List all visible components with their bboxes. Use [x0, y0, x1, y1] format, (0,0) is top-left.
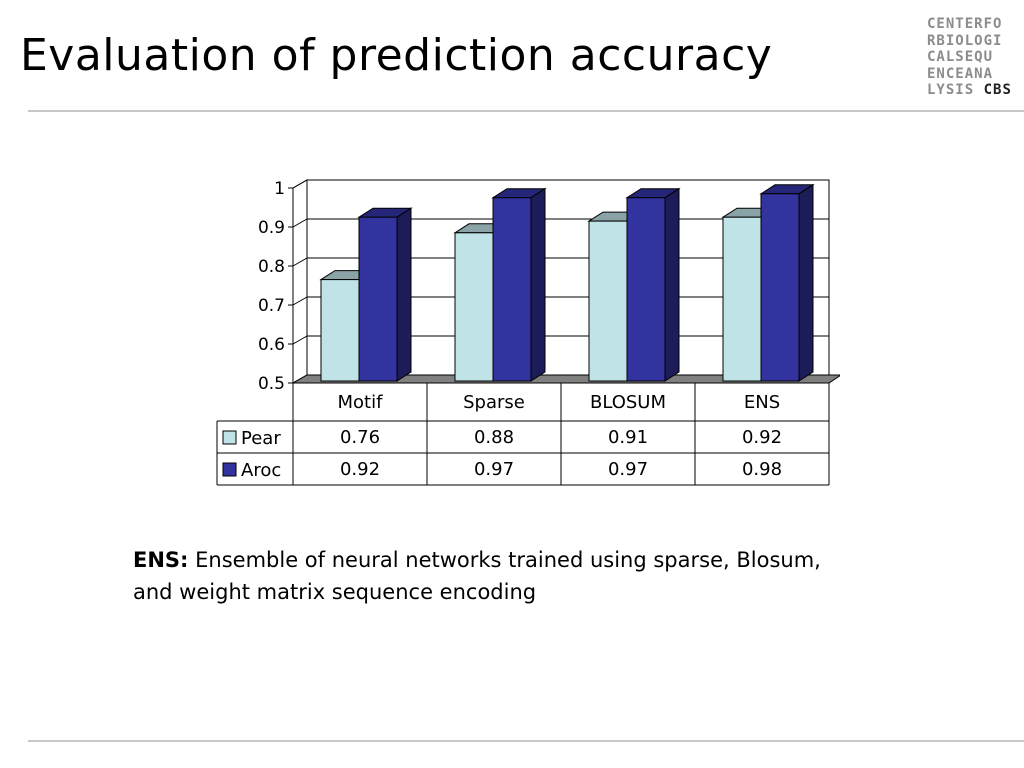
legend-swatch-aroc [222, 462, 237, 477]
bottom-divider [28, 740, 1024, 742]
gridline-side [292, 179, 308, 189]
bar-aroc-blosum [626, 197, 666, 382]
bar-pear-blosum [588, 220, 628, 382]
gridline-side [292, 335, 308, 345]
bar-side-aroc [396, 207, 412, 382]
bar-aroc-motif [358, 216, 398, 382]
cbs-logo: CENTERFO RBIOLOGI CALSEQU ENCEANA LYSIS … [927, 16, 1019, 99]
footnote: ENS: Ensemble of neural networks trained… [133, 544, 853, 608]
logo-row: CENTERFO [927, 16, 1003, 32]
data-label: 0.97 [474, 459, 514, 480]
category-label: BLOSUM [590, 392, 666, 413]
legend-label-pear: Pear [241, 428, 281, 449]
bar-side-aroc [798, 183, 814, 382]
category-label: Sparse [463, 392, 525, 413]
bar-side-aroc [664, 187, 680, 382]
slide-title: Evaluation of prediction accuracy [20, 30, 773, 81]
footnote-label: ENS: [133, 548, 189, 572]
footnote-text: Ensemble of neural networks trained usin… [133, 548, 821, 604]
plot-side-wall [292, 179, 308, 384]
data-label: 0.76 [340, 427, 380, 448]
bar-aroc-ens [760, 193, 800, 382]
logo-row: ENCEANA [927, 65, 994, 82]
gridline-side [292, 257, 308, 267]
bar-pear-motif [320, 279, 360, 382]
y-tick-label: 0.7 [258, 296, 285, 316]
title-divider [28, 110, 1024, 112]
data-label: 0.98 [742, 459, 782, 480]
legend-swatch-pear [222, 430, 237, 445]
data-label: 0.91 [608, 427, 648, 448]
y-tick-label: 1 [274, 179, 285, 199]
data-label: 0.97 [608, 459, 648, 480]
logo-row: LYSIS [927, 82, 975, 98]
category-label: ENS [744, 392, 780, 413]
gridline-side [292, 218, 308, 228]
category-label: Motif [338, 392, 384, 413]
bar-aroc-sparse [492, 197, 532, 382]
logo-row: CALSEQU [927, 49, 994, 65]
logo-mark: CBS [983, 82, 1012, 98]
data-label: 0.88 [474, 427, 514, 448]
y-tick-label: 0.5 [258, 374, 285, 394]
bar-pear-ens [722, 216, 762, 382]
legend-label-aroc: Aroc [241, 460, 281, 481]
y-tick-label: 0.9 [258, 218, 285, 238]
gridline-side [292, 296, 308, 306]
y-tick-label: 0.8 [258, 257, 285, 277]
plot-floor [291, 374, 840, 384]
logo-row: RBIOLOGI [927, 32, 1003, 49]
data-label: 0.92 [340, 459, 380, 480]
data-label: 0.92 [742, 427, 782, 448]
y-tick-label: 0.6 [258, 335, 285, 355]
bar-side-aroc [530, 187, 546, 382]
bar-pear-sparse [454, 232, 494, 382]
